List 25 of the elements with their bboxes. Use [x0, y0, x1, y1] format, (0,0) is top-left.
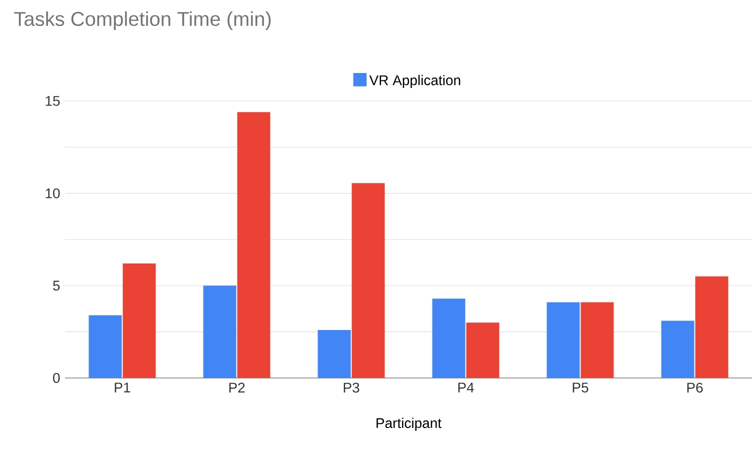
bar — [122, 264, 156, 378]
bar — [546, 302, 580, 378]
x-tick-label: P1 — [114, 382, 130, 392]
x-tick-label: P5 — [572, 382, 588, 392]
y-tick-label: 15 — [46, 96, 60, 106]
x-tick-label: P6 — [687, 382, 703, 393]
chart-title: Tasks Completion Time (min) — [14, 11, 271, 30]
bar — [580, 302, 614, 378]
legend-label: VR Application — [369, 74, 460, 88]
y-tick-label: 5 — [53, 280, 60, 291]
bar — [466, 322, 500, 378]
x-tick-label: P3 — [344, 382, 360, 393]
bar — [318, 330, 351, 378]
bar — [88, 315, 122, 378]
x-tick-label: P4 — [458, 382, 474, 392]
bar — [237, 112, 270, 378]
y-tick-label: 10 — [46, 188, 60, 198]
bar — [352, 183, 385, 378]
x-axis-title: Participant — [376, 418, 442, 431]
bar — [203, 286, 236, 378]
bar — [661, 320, 694, 378]
bar — [432, 298, 466, 378]
x-tick-label: P2 — [229, 382, 245, 392]
y-tick-label: 0 — [53, 373, 60, 383]
bar — [695, 276, 728, 378]
